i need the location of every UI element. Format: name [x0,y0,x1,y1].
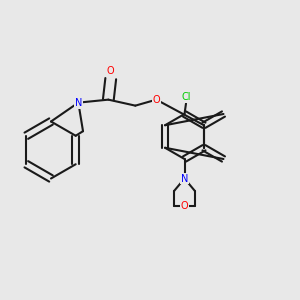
Text: N: N [181,173,188,184]
Text: O: O [152,94,160,105]
Text: O: O [107,66,115,76]
Text: O: O [181,201,188,211]
Text: Cl: Cl [181,92,191,103]
Text: N: N [75,98,82,108]
